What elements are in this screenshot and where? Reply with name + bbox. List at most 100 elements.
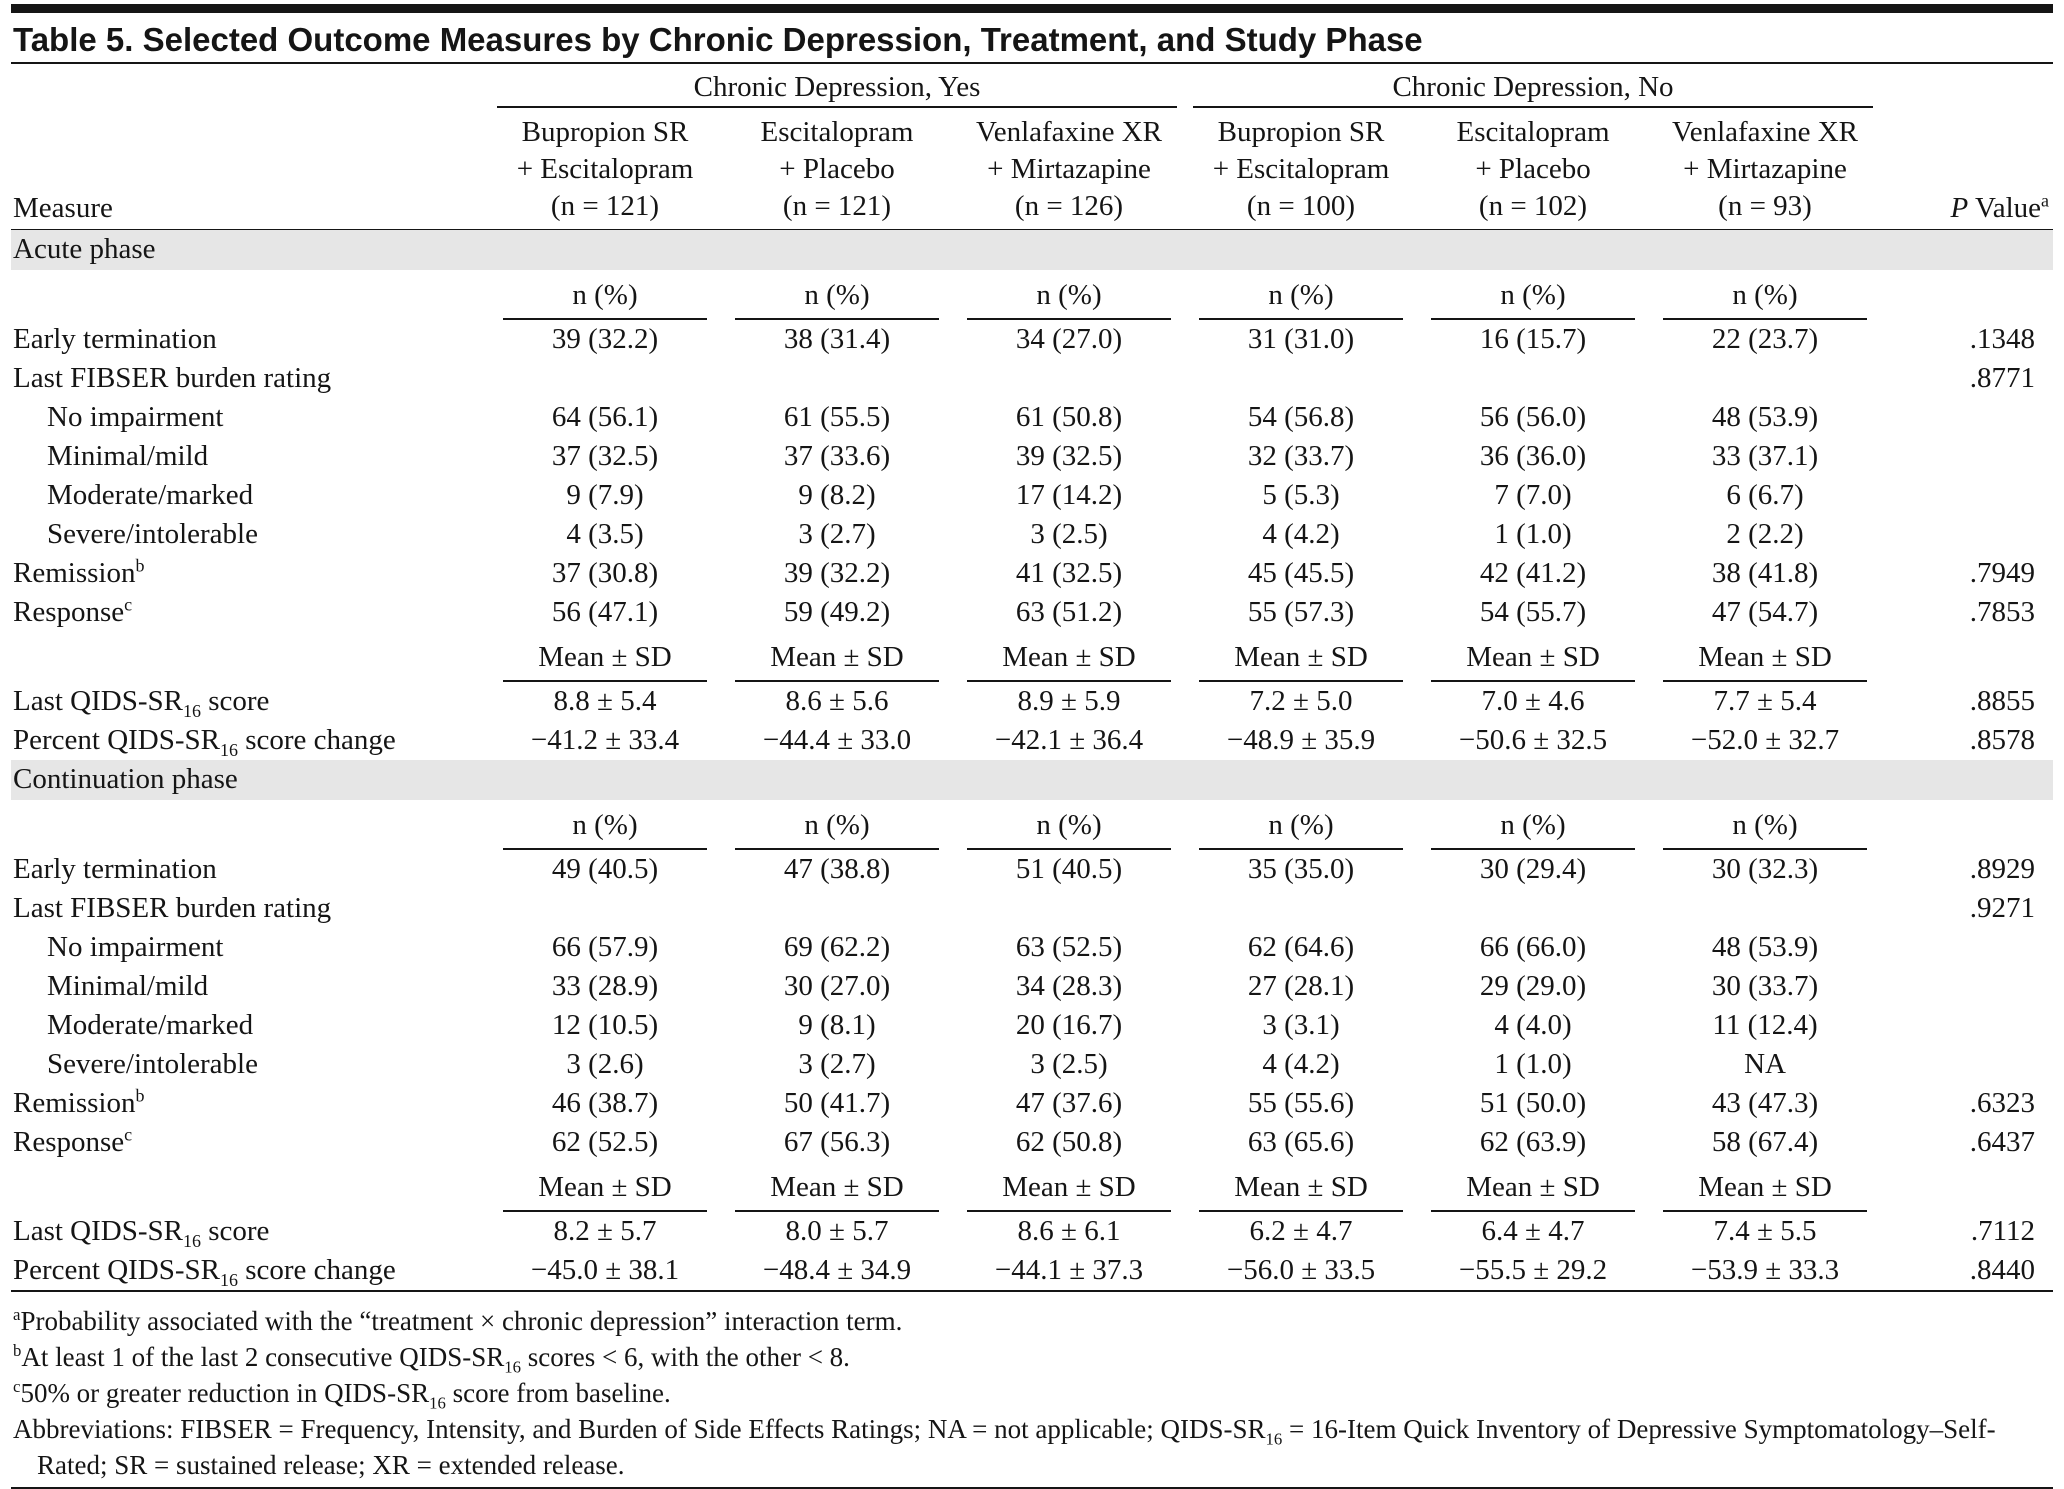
unit-cell: Mean ± SD (953, 632, 1185, 682)
unit-label: Mean ± SD (735, 641, 939, 682)
data-row: Last FIBSER burden rating .8771 (11, 359, 2053, 398)
row-label: Responsec (11, 593, 489, 632)
unit-cell: n (%) (1185, 800, 1417, 850)
value-cell: 43 (47.3) (1711, 1086, 1819, 1119)
data-subrow: Minimal/mild 33 (28.9) 30 (27.0) 34 (28.3) 2… (11, 967, 2053, 1006)
column-header-line: + Mirtazapine (987, 153, 1151, 185)
group-header-cell: Chronic Depression, Yes (489, 68, 1185, 108)
value-cell: 61 (55.5) (783, 400, 891, 433)
column-header-line: Venlafaxine XR (975, 116, 1163, 148)
column-header-line: Bupropion SR (1217, 116, 1385, 148)
unit-cell: Mean ± SD (1649, 632, 1881, 682)
blank-cell (1881, 632, 2053, 682)
value-cell: 51 (50.0) (1479, 1086, 1587, 1119)
unit-label: Mean ± SD (1431, 1171, 1636, 1212)
value-cell: 54 (56.8) (1247, 400, 1355, 433)
column-header-line: (n = 121) (550, 190, 660, 222)
row-label: Severe/intolerable (47, 1047, 258, 1080)
column-header: Escitalopram + Placebo (n = 102) (1417, 108, 1650, 230)
value-cell: 67 (56.3) (783, 1125, 891, 1158)
unit-cell: n (%) (1417, 270, 1649, 320)
value-cell: 62 (50.8) (1015, 1125, 1123, 1158)
p-value: .1348 (1969, 322, 2036, 355)
row-label: No impairment (47, 400, 224, 433)
data-row: Percent QIDS-SR16 score change −41.2 ± 33… (11, 721, 2053, 760)
column-header: Bupropion SR + Escitalopram (n = 121) (489, 108, 721, 230)
unit-cell: Mean ± SD (1417, 632, 1649, 682)
text-t: Last QIDS-SR (13, 684, 183, 717)
value-cell: 37 (32.5) (551, 439, 659, 472)
unit-row: n (%) n (%) n (%) n (%) n (%) n (%) (11, 800, 2053, 850)
data-row: Last QIDS-SR16 score 8.8 ± 5.4 8.6 ± 5.6 8.… (11, 682, 2053, 721)
value-cell: 37 (30.8) (551, 556, 659, 589)
text-sub: 16 (220, 1269, 238, 1290)
value-cell: 45 (45.5) (1247, 556, 1355, 589)
unit-label: n (%) (1199, 279, 1404, 320)
unit-cell: Mean ± SD (1185, 1162, 1417, 1212)
group-header-cell: Chronic Depression, No (1185, 68, 1881, 108)
text-t: Last FIBSER burden rating (13, 891, 332, 924)
p-value-header: P Valuea (1881, 108, 2054, 230)
unit-label: n (%) (1663, 809, 1868, 850)
phase-label: Acute phase (11, 229, 2054, 270)
unit-label: n (%) (1663, 279, 1868, 320)
value-cell: 58 (67.4) (1711, 1125, 1819, 1158)
unit-cell: n (%) (489, 270, 721, 320)
footnote: Abbreviations: FIBSER = Frequency, Inten… (11, 1411, 2053, 1483)
blank-cell (1881, 398, 2053, 437)
data-subrow: Moderate/marked 9 (7.9) 9 (8.2) 17 (14.2) 5 … (11, 476, 2053, 515)
unit-cell: n (%) (953, 270, 1185, 320)
value-cell: −50.6 ± 32.5 (1458, 723, 1608, 756)
unit-row: Mean ± SD Mean ± SD Mean ± SD Mean ± SD Mean… (11, 632, 2053, 682)
value-cell: 39 (32.5) (1015, 439, 1123, 472)
value-cell: −48.4 ± 34.9 (721, 1251, 953, 1292)
unit-label: Mean ± SD (1663, 1171, 1868, 1212)
blank-cell (953, 889, 1185, 928)
value-cell: 35 (35.0) (1247, 852, 1355, 885)
value-cell: 33 (37.1) (1711, 439, 1819, 472)
value-cell: 8.8 ± 5.4 (553, 684, 657, 717)
value-cell: 66 (66.0) (1479, 930, 1587, 963)
blank-cell (1881, 800, 2053, 850)
value-cell: 17 (14.2) (1015, 478, 1123, 511)
blank-cell (1881, 437, 2053, 476)
text-t: Early termination (13, 852, 217, 885)
unit-label: n (%) (1431, 279, 1636, 320)
p-value: .6437 (1969, 1125, 2036, 1158)
value-cell: 47 (54.7) (1711, 595, 1819, 628)
column-header: Venlafaxine XR + Mirtazapine (n = 93) (1649, 108, 1882, 230)
value-cell: 7.2 ± 5.0 (1249, 684, 1353, 717)
text-t: Percent QIDS-SR (13, 1253, 221, 1286)
data-subrow: No impairment 64 (56.1) 61 (55.5) 61 (50.8)… (11, 398, 2053, 437)
row-label: Moderate/marked (47, 1008, 254, 1041)
unit-label: Mean ± SD (967, 1171, 1172, 1212)
blank-cell (11, 68, 489, 108)
row-label: Early termination (11, 850, 489, 889)
text-t: scores < 6, with the other < 8. (521, 1342, 850, 1372)
text-t: Abbreviations: FIBSER = Frequency, Inten… (13, 1414, 1266, 1444)
value-cell: 20 (16.7) (1015, 1008, 1123, 1041)
phase-row: Acute phase (11, 229, 2054, 270)
value-cell: 47 (38.8) (783, 852, 891, 885)
value-cell: 31 (31.0) (1247, 322, 1355, 355)
value-cell: 4 (3.5) (566, 517, 644, 550)
unit-cell: n (%) (1185, 270, 1417, 320)
value-cell: 63 (65.6) (1247, 1125, 1355, 1158)
column-header-line: Venlafaxine XR (1672, 116, 1859, 148)
data-row: Early termination 49 (40.5) 47 (38.8) 51 (4… (11, 850, 2053, 889)
phase-row: Continuation phase (11, 760, 2054, 800)
text-t: 50% or greater reduction in QIDS-SR (20, 1378, 430, 1408)
text-t: score from baseline. (445, 1378, 671, 1408)
value-cell: −48.9 ± 35.9 (1226, 723, 1376, 756)
row-label: Minimal/mild (47, 439, 209, 472)
value-cell: 3 (2.7) (798, 1047, 876, 1080)
value-cell: −53.9 ± 33.3 (1649, 1251, 1882, 1292)
text-sup: b (135, 1084, 145, 1105)
text-t: score (200, 684, 270, 717)
blank-cell (11, 800, 489, 850)
p-value: .8855 (1969, 684, 2036, 717)
column-header: Venlafaxine XR + Mirtazapine (n = 126) (953, 108, 1186, 230)
value-cell: 36 (36.0) (1479, 439, 1587, 472)
column-header-line: (n = 121) (782, 190, 892, 222)
group-header: Chronic Depression, Yes (497, 71, 1178, 108)
